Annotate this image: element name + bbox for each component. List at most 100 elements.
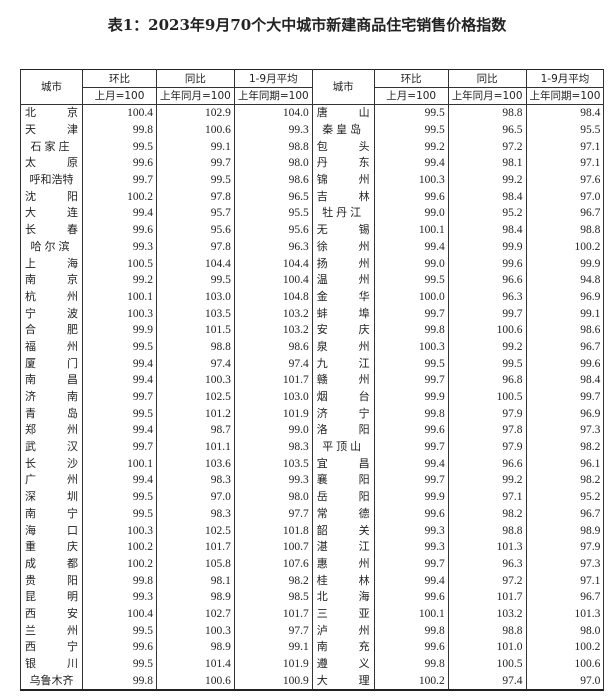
yoy-value: 95.2 — [447, 205, 527, 222]
avg-value: 97.0 — [525, 672, 605, 692]
mom-value: 99.0 — [373, 255, 449, 272]
city-name: 昆明 — [20, 588, 83, 606]
avg-value: 94.8 — [525, 271, 605, 289]
mom-value: 99.6 — [373, 588, 449, 606]
table-row: 沈阳 100.2 97.8 96.5 吉林 99.6 98.4 97.0 — [20, 188, 605, 206]
yoy-value: 98.4 — [447, 188, 527, 206]
avg-value: 100.9 — [233, 672, 313, 692]
mom-value: 100.3 — [373, 171, 449, 189]
yoy-value: 98.2 — [447, 505, 527, 523]
mom-value: 99.6 — [82, 155, 157, 172]
mom-value: 99.5 — [373, 104, 449, 122]
mom-value: 99.9 — [373, 488, 449, 506]
header-avg-base: 上年同期=100 — [525, 87, 605, 105]
yoy-value: 101.7 — [156, 538, 235, 556]
header-city: 城市 — [20, 69, 83, 105]
table-row: 深圳 99.5 97.0 98.0 岳阳 99.9 97.1 95.2 — [20, 488, 605, 506]
table-row: 贵阳 99.8 98.1 98.2 桂林 99.4 97.2 97.1 — [20, 572, 605, 589]
mom-value: 99.6 — [82, 639, 157, 656]
mom-value: 100.3 — [82, 305, 157, 322]
yoy-value: 97.9 — [447, 405, 527, 423]
mom-value: 99.4 — [82, 355, 157, 372]
yoy-value: 103.5 — [156, 305, 235, 322]
yoy-value: 97.9 — [447, 438, 527, 456]
yoy-value: 98.8 — [156, 338, 235, 356]
yoy-value: 95.7 — [156, 205, 235, 222]
city-name: 大理 — [311, 672, 375, 692]
avg-value: 96.9 — [525, 405, 605, 423]
city-name: 济南 — [20, 388, 83, 406]
mom-value: 100.1 — [82, 455, 157, 473]
city-name: 天津 — [20, 121, 83, 139]
city-name: 遵义 — [311, 655, 375, 673]
city-name: 北京 — [20, 104, 83, 122]
avg-value: 101.7 — [233, 605, 313, 623]
city-name: 蚌埠 — [311, 305, 375, 322]
avg-value: 98.8 — [233, 138, 313, 156]
mom-value: 99.3 — [373, 522, 449, 539]
header-mom: 环比 — [373, 69, 449, 88]
city-name: 常德 — [311, 505, 375, 523]
avg-value: 96.5 — [233, 188, 313, 206]
avg-value: 98.2 — [233, 572, 313, 589]
mom-value: 99.4 — [82, 205, 157, 222]
avg-value: 97.3 — [525, 422, 605, 439]
yoy-value: 98.3 — [156, 505, 235, 523]
mom-value: 99.3 — [82, 238, 157, 256]
city-name: 南充 — [311, 639, 375, 656]
table-title: 表1：2023年9月70个大中城市新建商品住宅销售价格指数 — [107, 16, 507, 34]
mom-value: 99.5 — [373, 121, 449, 139]
avg-value: 104.4 — [233, 255, 313, 272]
avg-value: 99.1 — [525, 305, 605, 322]
mom-value: 99.6 — [373, 505, 449, 523]
city-name: 成都 — [20, 555, 83, 573]
city-name: 银川 — [20, 655, 83, 673]
table-row: 济南 99.7 102.5 103.0 烟台 99.9 100.5 99.7 — [20, 388, 605, 406]
yoy-value: 100.6 — [156, 121, 235, 139]
yoy-value: 98.4 — [447, 221, 527, 239]
avg-value: 100.4 — [233, 271, 313, 289]
avg-value: 98.0 — [233, 488, 313, 506]
mom-value: 99.5 — [82, 338, 157, 356]
table-row: 厦门 99.4 97.4 97.4 九江 99.5 99.5 99.6 — [20, 355, 605, 372]
table-row: 合肥 99.9 101.5 103.2 安庆 99.8 100.6 98.6 — [20, 321, 605, 339]
mom-value: 99.4 — [373, 238, 449, 256]
avg-value: 98.2 — [525, 438, 605, 456]
city-name: 济宁 — [311, 405, 375, 423]
mom-value: 99.7 — [373, 372, 449, 389]
city-name: 北海 — [311, 588, 375, 606]
avg-value: 98.5 — [233, 588, 313, 606]
avg-value: 100.6 — [525, 655, 605, 673]
table-row: 广州 99.4 98.3 99.3 襄阳 99.7 99.2 98.2 — [20, 472, 605, 489]
city-name: 西安 — [20, 605, 83, 623]
yoy-value: 96.3 — [447, 555, 527, 573]
table-row: 太原 99.6 99.7 98.0 丹东 99.4 98.1 97.1 — [20, 155, 605, 172]
header-city: 城市 — [311, 69, 375, 105]
city-name: 大连 — [20, 205, 83, 222]
mom-value: 99.8 — [82, 572, 157, 589]
yoy-value: 98.3 — [156, 472, 235, 489]
price-index-table: 城市 环比 同比 1-9月平均 城市 环比 同比 1-9月平均 上月=100 上… — [20, 69, 605, 692]
mom-value: 99.5 — [82, 655, 157, 673]
city-name: 武汉 — [20, 438, 83, 456]
yoy-value: 101.1 — [156, 438, 235, 456]
table-row: 北京 100.4 102.9 104.0 唐山 99.5 98.8 98.4 — [20, 104, 605, 122]
avg-value: 98.3 — [233, 438, 313, 456]
city-name: 吉林 — [311, 188, 375, 206]
yoy-value: 97.8 — [447, 422, 527, 439]
city-name: 赣州 — [311, 372, 375, 389]
yoy-value: 97.4 — [447, 672, 527, 692]
avg-value: 98.8 — [525, 221, 605, 239]
yoy-value: 99.2 — [447, 472, 527, 489]
avg-value: 99.3 — [233, 121, 313, 139]
city-name: 深圳 — [20, 488, 83, 506]
avg-value: 103.5 — [233, 455, 313, 473]
city-name: 牡丹江 — [311, 205, 375, 222]
avg-value: 97.3 — [525, 555, 605, 573]
city-name: 安庆 — [311, 321, 375, 339]
avg-value: 100.7 — [233, 538, 313, 556]
avg-value: 100.2 — [525, 238, 605, 256]
mom-value: 100.1 — [82, 288, 157, 306]
avg-value: 97.0 — [525, 188, 605, 206]
avg-value: 96.7 — [525, 338, 605, 356]
